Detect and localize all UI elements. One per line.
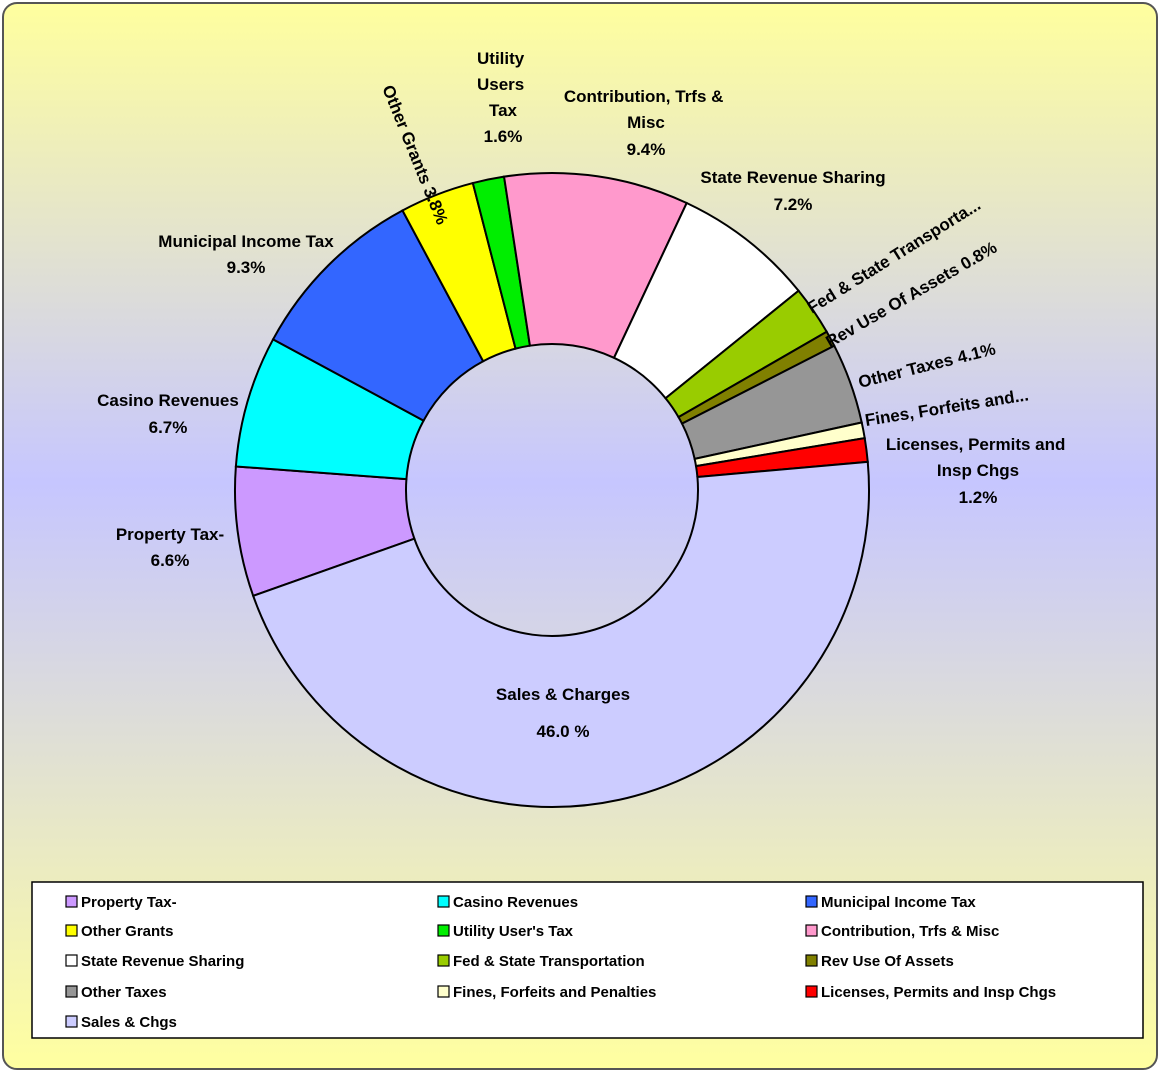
slice-name: Casino Revenues	[97, 391, 239, 410]
slice-value: 9.4%	[627, 140, 666, 159]
legend-label: Rev Use Of Assets	[821, 953, 954, 970]
slice-name: Contribution, Trfs & Misc	[564, 87, 728, 132]
slice-name: Sales & Charges	[496, 685, 630, 704]
legend-swatch	[805, 895, 818, 908]
slice-name-line: Misc	[627, 113, 665, 132]
legend-label: Fed & State Transportation	[453, 953, 645, 970]
slice-name: Property Tax-	[116, 525, 224, 544]
legend-swatch	[65, 895, 78, 908]
slice	[251, 460, 870, 808]
slice-name-line: Tax	[489, 101, 518, 120]
legend-swatch	[805, 954, 818, 967]
legend-label: Fines, Forfeits and Penalties	[453, 984, 656, 1001]
slice-value: 9.3%	[227, 258, 266, 277]
slice-value: 6.6%	[151, 551, 190, 570]
slice-name: Municipal Income Tax	[158, 232, 334, 251]
legend-label: Other Taxes	[81, 984, 167, 1001]
legend-label: Licenses, Permits and Insp Chgs	[821, 984, 1056, 1001]
legend-swatch	[65, 924, 78, 937]
slice-name-line: Insp Chgs	[937, 461, 1019, 480]
slice-name: State Revenue Sharing	[700, 168, 885, 187]
slice-value: 46.0 %	[537, 722, 590, 741]
slice-value: 1.2%	[959, 488, 998, 507]
legend-label: Contribution, Trfs & Misc	[821, 923, 999, 940]
legend-label: Other Grants	[81, 923, 174, 940]
legend-label: State Revenue Sharing	[81, 953, 244, 970]
slice-name-line: Utility	[477, 49, 529, 68]
slice-name-line: Users	[477, 75, 529, 94]
legend-swatch	[805, 985, 818, 998]
slice-name: Licenses, Permits and Insp Chgs	[886, 435, 1070, 480]
legend-label: Property Tax-	[81, 894, 177, 911]
legend-swatch	[65, 985, 78, 998]
legend-swatch	[437, 924, 450, 937]
legend-label: Sales & Chgs	[81, 1014, 177, 1031]
legend-swatch	[65, 1015, 78, 1028]
slice-name: Utility Users Tax	[477, 49, 529, 120]
legend-label: Municipal Income Tax	[821, 894, 976, 911]
slice-value: 7.2%	[774, 195, 813, 214]
slice-name-line: Licenses, Permits and	[886, 435, 1070, 454]
legend-label: Casino Revenues	[453, 894, 578, 911]
legend-swatch	[437, 954, 450, 967]
legend-label: Utility User's Tax	[453, 923, 574, 940]
slice-value: 6.7%	[149, 418, 188, 437]
legend-swatch	[805, 924, 818, 937]
legend-swatch	[437, 895, 450, 908]
legend-swatch	[437, 985, 450, 998]
legend-box	[31, 881, 1144, 1039]
slice-value: 1.6%	[484, 127, 523, 146]
legend-swatch	[65, 954, 78, 967]
slice-name-line: Contribution, Trfs &	[564, 87, 728, 106]
